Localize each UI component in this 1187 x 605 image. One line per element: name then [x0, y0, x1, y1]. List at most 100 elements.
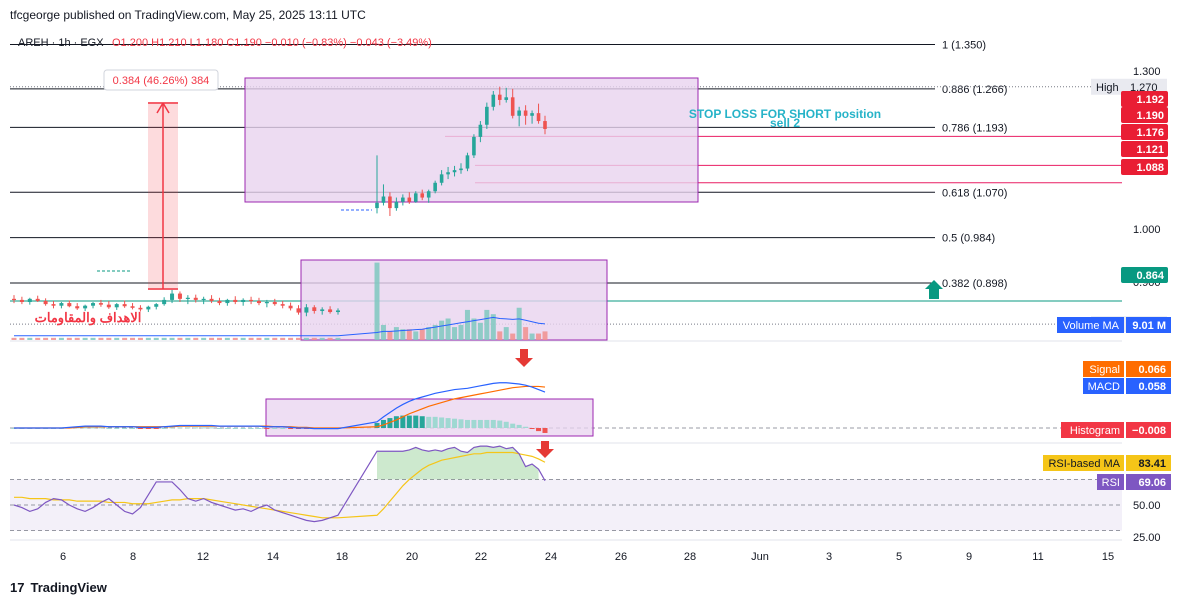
- histogram-bar: [272, 428, 278, 429]
- volume-bar: [177, 337, 183, 340]
- volume-bar: [74, 337, 80, 340]
- volume-bar: [311, 337, 317, 340]
- high-marker-value: 1.270: [1130, 82, 1158, 94]
- volume-bar: [224, 337, 230, 340]
- volume-bar: [319, 337, 325, 340]
- candle-body: [193, 297, 198, 300]
- volume-bar: [264, 337, 270, 340]
- measure-arrowhead: [156, 102, 170, 114]
- histogram-bar: [130, 428, 136, 429]
- candle-body: [75, 306, 80, 309]
- candle-body: [517, 110, 521, 116]
- candle-body: [459, 168, 463, 171]
- candle-body: [241, 299, 246, 303]
- volume-bar: [387, 331, 393, 340]
- volume-ma-value-bg: [1126, 317, 1171, 333]
- candle-body: [426, 191, 431, 198]
- volume-bar: [426, 327, 432, 340]
- histogram-bar: [185, 427, 191, 429]
- publish-header: tfcgeorge published on TradingView.com, …: [10, 8, 366, 22]
- volume-bar: [484, 309, 490, 340]
- candle-body: [51, 304, 56, 306]
- high-marker: High 1.270: [1091, 78, 1167, 95]
- brand-name: TradingView: [30, 580, 107, 595]
- price-tag: 1.176: [1121, 124, 1168, 140]
- rsi-tick-label: 25.00: [1133, 532, 1161, 544]
- volume-bar: [193, 337, 199, 340]
- volume-bar: [153, 337, 159, 340]
- candle-body: [375, 202, 379, 209]
- price-tag: 1.190: [1121, 107, 1168, 123]
- time-tick-label: Jun: [751, 551, 769, 563]
- time-tick-label: 26: [615, 551, 627, 563]
- candle-body: [491, 94, 496, 107]
- volume-bar: [27, 337, 33, 340]
- histogram-bar: [153, 428, 159, 429]
- candle-body: [413, 193, 418, 202]
- candle-body: [67, 303, 72, 307]
- candle-body: [510, 97, 515, 116]
- histogram-bar: [256, 428, 262, 429]
- candle-body: [177, 293, 182, 299]
- histogram-bar: [452, 418, 458, 428]
- fib-label: 1 (1.350): [942, 40, 986, 52]
- high-marker-label: High: [1096, 82, 1119, 94]
- tradingview-brand[interactable]: 17 TradingView: [10, 580, 107, 595]
- volume-bar: [523, 327, 529, 340]
- rsi-legend-value-bg: [1126, 474, 1171, 490]
- volume-bar: [335, 337, 341, 340]
- candle-body: [280, 304, 285, 306]
- time-axis: 6 8 12 14 18 20 22 24 26 28 Jun 3 5 9 11 15: [10, 539, 1122, 563]
- histogram-bar: [216, 428, 222, 429]
- price-tag: 1.121: [1121, 141, 1168, 157]
- volume-bar: [439, 320, 445, 340]
- volume-bar: [288, 337, 294, 340]
- price-tick-label: 1.000: [1133, 224, 1161, 236]
- candle-body: [35, 298, 40, 301]
- volume-bar: [114, 337, 120, 340]
- volume-bar: [11, 337, 17, 340]
- histogram-bar: [169, 427, 175, 429]
- annotation-stop-loss: STOP LOSS FOR SHORT position: [689, 107, 881, 121]
- candle-body: [452, 170, 457, 173]
- candle-body: [336, 310, 340, 313]
- volume-legend: Volume MA 9.01 M: [1057, 317, 1171, 333]
- histogram-bar: [264, 428, 270, 429]
- volume-bar: [327, 337, 333, 340]
- macd-legend-label-bg: [1061, 422, 1124, 438]
- histogram-bar: [516, 424, 522, 428]
- volume-bar: [413, 331, 419, 340]
- annotation-arabic: الاهداف والمقاومات: [35, 310, 142, 326]
- volume-ma-label-bg: [1057, 317, 1124, 333]
- histogram-bar: [240, 428, 246, 429]
- macd-legend-value: −0.008: [1132, 425, 1166, 437]
- histogram-bar: [510, 423, 516, 428]
- candles-group: [12, 86, 547, 317]
- histogram-bar: [280, 428, 286, 429]
- symbol-label: AREH · 1h · EGX: [18, 37, 104, 49]
- candle-body: [91, 303, 96, 306]
- price-tag-bg: [1121, 124, 1168, 140]
- histogram-bar: [419, 416, 425, 428]
- macd-legend-label-bg: [1083, 361, 1124, 377]
- volume-ma-value: 9.01 M: [1132, 320, 1166, 332]
- highlight-box-volume: [300, 259, 608, 341]
- time-tick-label: 12: [197, 551, 209, 563]
- volume-bar: [295, 337, 301, 340]
- candle-body: [19, 299, 24, 303]
- candle-body: [272, 302, 277, 305]
- volume-bar: [106, 337, 112, 340]
- time-tick-label: 22: [475, 551, 487, 563]
- volume-bar: [161, 337, 167, 340]
- candle-body: [233, 299, 238, 303]
- candle-body: [394, 201, 399, 209]
- candle-body: [401, 197, 405, 202]
- volume-bar: [380, 324, 386, 340]
- volume-bar: [529, 333, 535, 340]
- rsi-legend-item: RSI-based MA 83.41: [1043, 455, 1171, 471]
- volume-bar: [374, 262, 380, 340]
- time-tick-label: 11: [1032, 551, 1043, 563]
- volume-bar: [240, 337, 246, 340]
- candle-body: [407, 197, 412, 202]
